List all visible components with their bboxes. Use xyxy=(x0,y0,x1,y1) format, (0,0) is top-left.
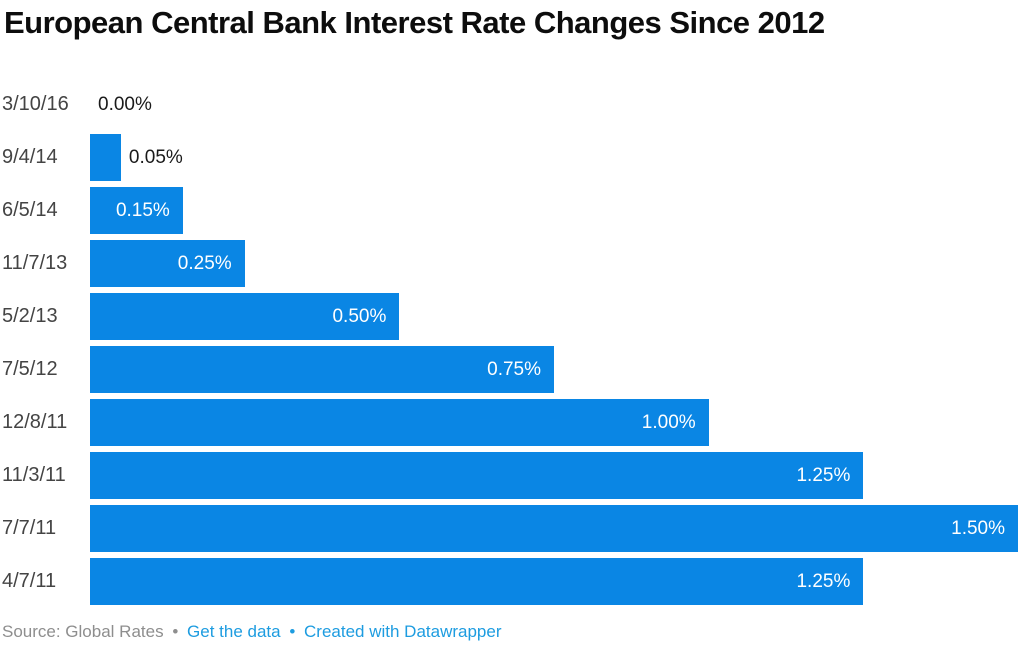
bar xyxy=(90,399,709,446)
bar-track: 1.00% xyxy=(90,399,1018,446)
row-date-label: 3/10/16 xyxy=(2,93,69,115)
bar xyxy=(90,505,1018,552)
bar-row: 7/7/11 1.50% xyxy=(0,502,1018,555)
datawrapper-credit-link[interactable]: Created with Datawrapper xyxy=(304,622,502,641)
bar xyxy=(90,240,245,287)
bar-track: 1.50% xyxy=(90,505,1018,552)
bar-row: 12/8/11 1.00% xyxy=(0,396,1018,449)
bar-value-label: 0.75% xyxy=(487,358,541,380)
bar-track: 0.50% xyxy=(90,293,1018,340)
row-date-label: 11/3/11 xyxy=(2,464,66,486)
bar-track: 0.75% xyxy=(90,346,1018,393)
bar xyxy=(90,187,183,234)
bar-track: 0.00% xyxy=(90,81,1018,128)
bar-value-label: 0.05% xyxy=(128,146,183,168)
bar-chart: 3/10/16 0.00% 9/4/14 0.05% 6/5/14 0.15% 11/7/1… xyxy=(0,78,1018,608)
row-date-label: 5/2/13 xyxy=(2,305,58,327)
bar-row: 5/2/13 0.50% xyxy=(0,290,1018,343)
row-date-label: 9/4/14 xyxy=(2,146,58,168)
row-date-label: 12/8/11 xyxy=(2,411,68,433)
bar-value-label: 1.25% xyxy=(796,570,851,592)
chart-title: European Central Bank Interest Rate Chan… xyxy=(4,5,825,40)
bar xyxy=(90,134,121,181)
row-date-label: 4/7/11 xyxy=(2,570,57,592)
bar-track: 1.25% xyxy=(90,558,1018,605)
bar-row: 3/10/16 0.00% xyxy=(0,78,1018,131)
bar-row: 9/4/14 0.05% xyxy=(0,131,1018,184)
bar-track: 0.15% xyxy=(90,187,1018,234)
bar-row: 4/7/11 1.25% xyxy=(0,555,1018,608)
bar xyxy=(90,558,864,605)
row-date-label: 7/7/11 xyxy=(2,517,57,539)
bar-value-label: 1.25% xyxy=(796,464,851,486)
separator-dot: • xyxy=(289,622,296,641)
bar-row: 11/3/11 1.25% xyxy=(0,449,1018,502)
bar-row: 6/5/14 0.15% xyxy=(0,184,1018,237)
row-date-label: 11/7/13 xyxy=(2,252,68,274)
row-date-label: 7/5/12 xyxy=(2,358,58,380)
chart-container: European Central Bank Interest Rate Chan… xyxy=(0,5,1024,647)
bar-value-label: 0.15% xyxy=(115,199,170,221)
bar-row: 11/7/13 0.25% xyxy=(0,237,1018,290)
bar-track: 0.25% xyxy=(90,240,1018,287)
bar-track: 1.25% xyxy=(90,452,1018,499)
bar-value-label: 0.00% xyxy=(98,93,152,115)
bar-value-label: 0.50% xyxy=(332,305,387,327)
bar xyxy=(90,452,864,499)
bar-row: 7/5/12 0.75% xyxy=(0,343,1018,396)
bar-value-label: 0.25% xyxy=(177,252,232,274)
bar-value-label: 1.50% xyxy=(951,517,1005,539)
bar xyxy=(90,346,554,393)
source-label: Source: Global Rates xyxy=(2,622,164,641)
bar-value-label: 1.00% xyxy=(641,411,696,433)
get-the-data-link[interactable]: Get the data xyxy=(187,622,281,641)
bar xyxy=(90,293,400,340)
separator-dot: • xyxy=(172,622,179,641)
footer: Source: Global Rates • Get the data • Cr… xyxy=(0,622,1018,642)
row-date-label: 6/5/14 xyxy=(2,199,58,221)
bar-track: 0.05% xyxy=(90,134,1018,181)
